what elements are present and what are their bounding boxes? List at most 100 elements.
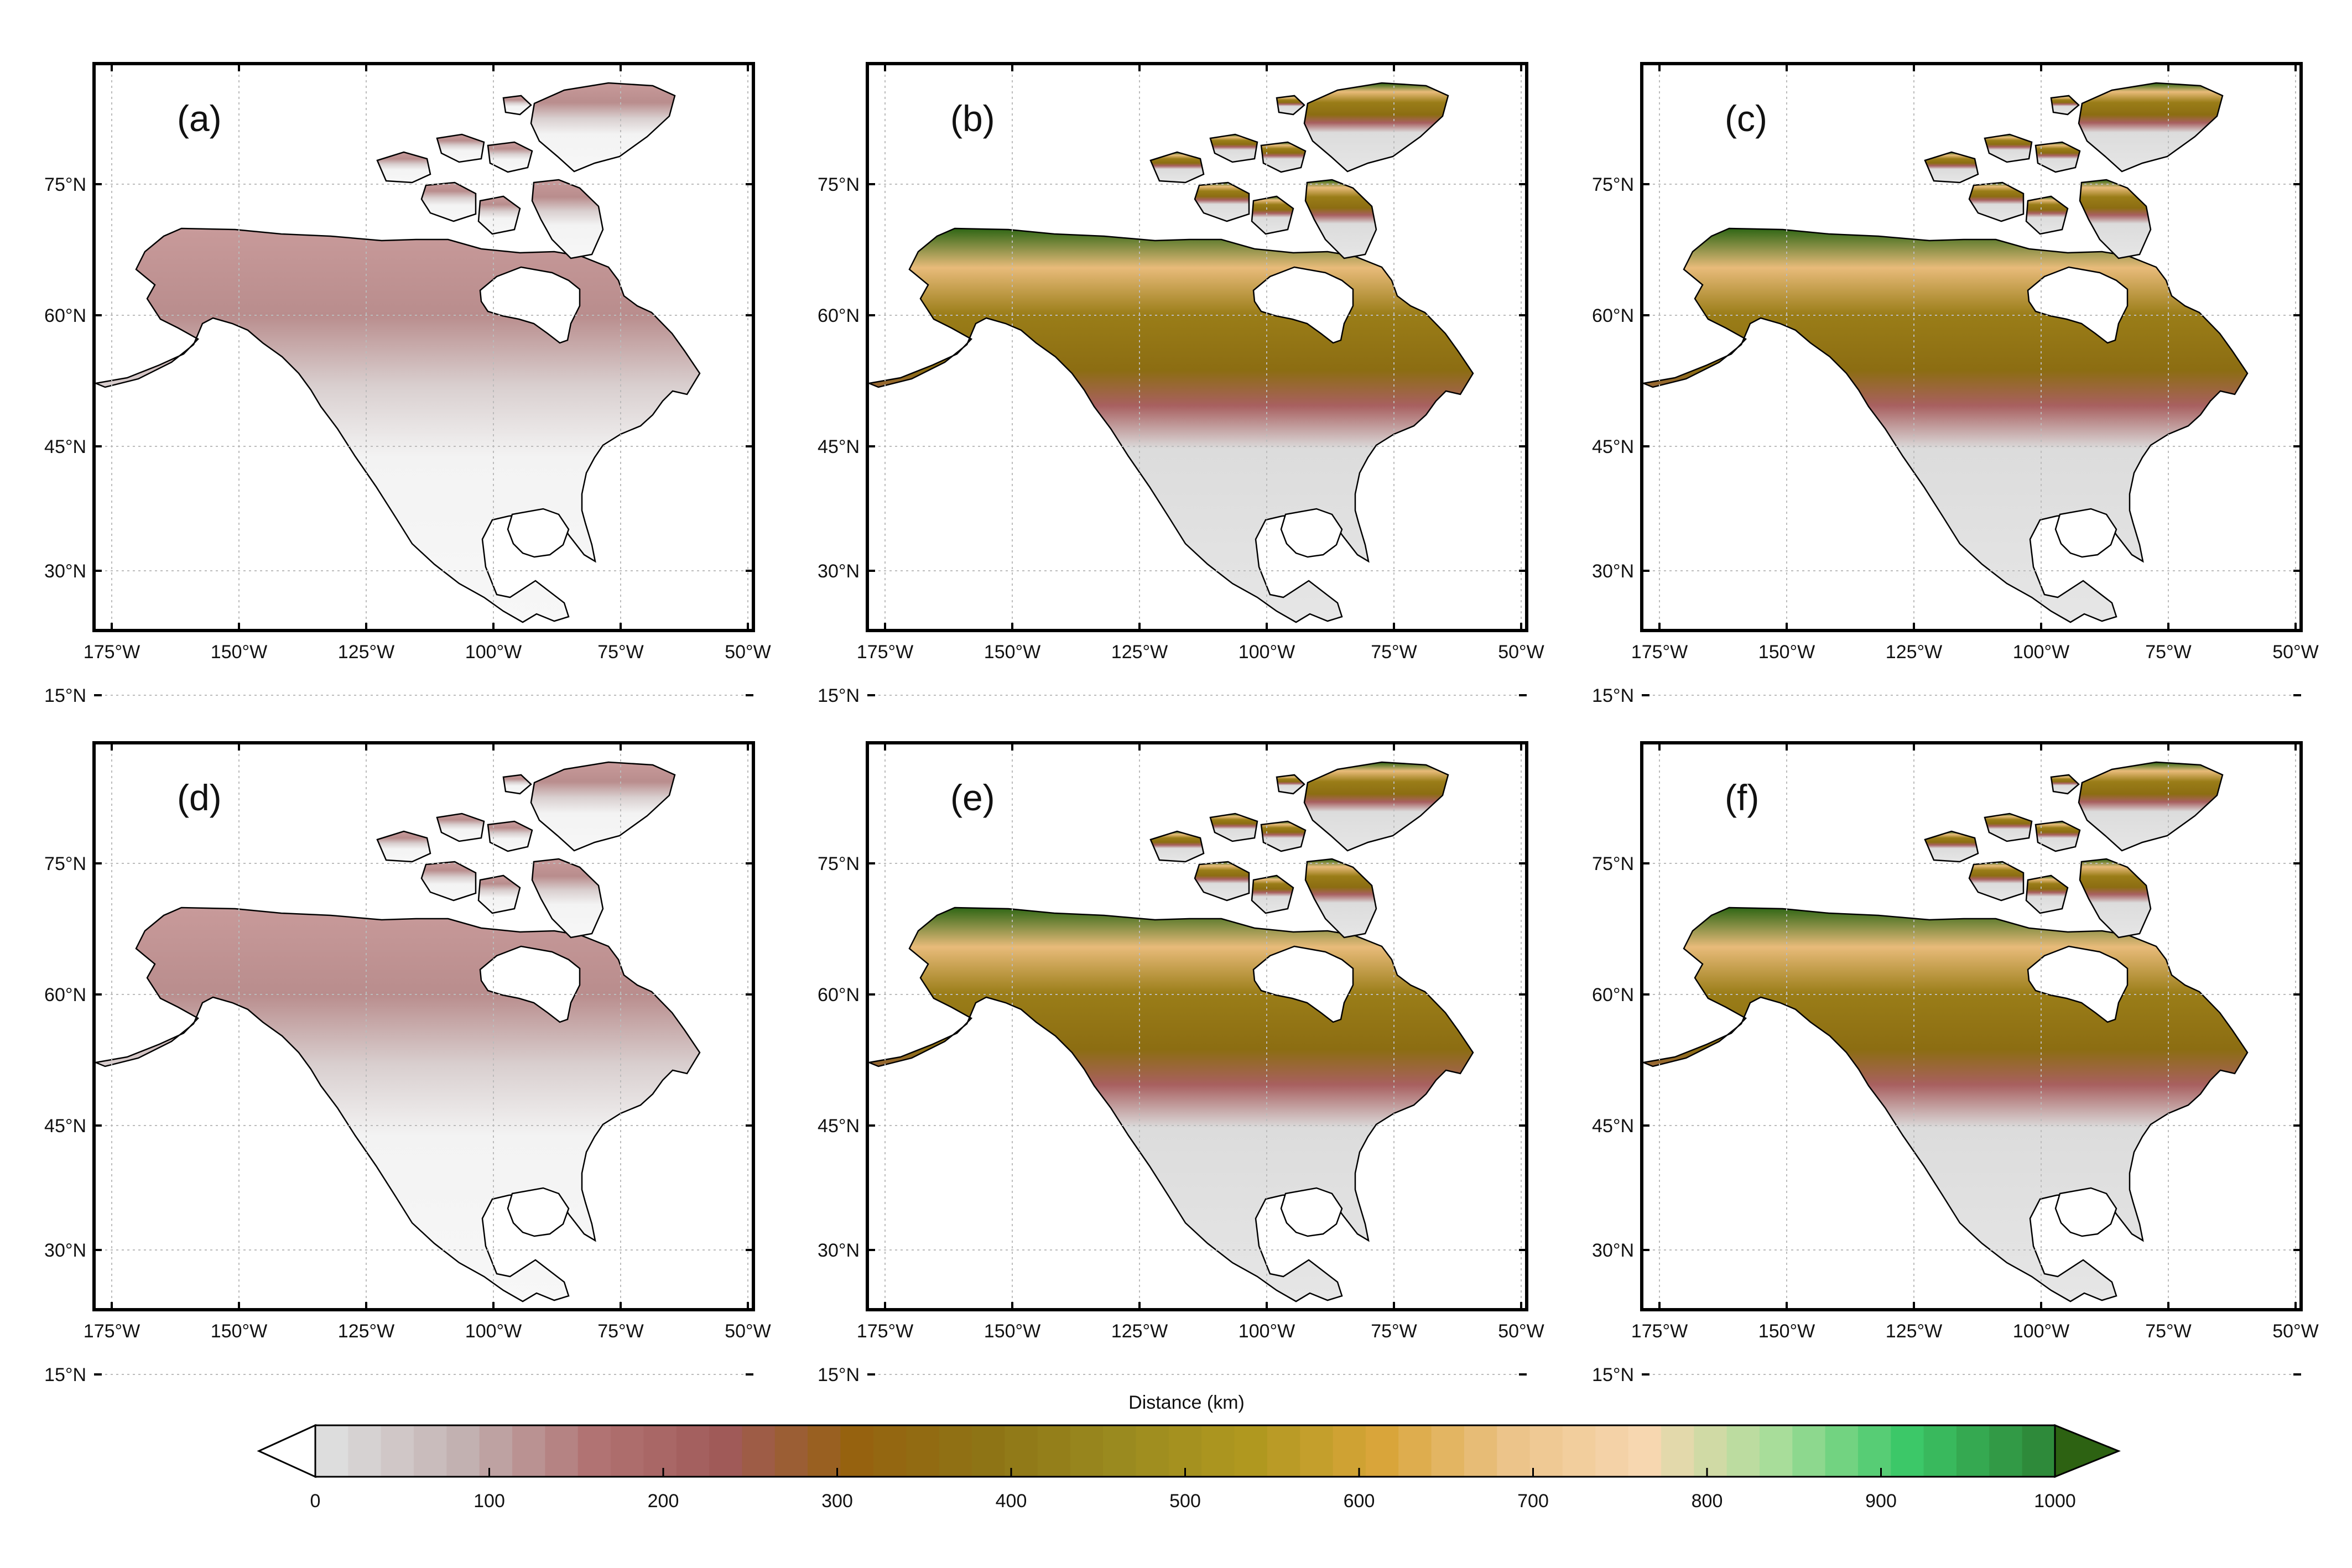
colorbar-bin: [1923, 1425, 1957, 1477]
colorbar-bin: [1070, 1425, 1104, 1477]
lon-tick-label: 50°W: [725, 1321, 771, 1342]
lon-tick-label: 175°W: [857, 1321, 913, 1342]
arctic-island: [1149, 830, 1205, 863]
colorbar-bin: [1333, 1425, 1366, 1477]
lat-tick-label: 30°N: [818, 561, 860, 582]
lon-tick-label: 125°W: [1886, 1321, 1942, 1342]
arctic-island: [531, 179, 604, 259]
lon-tick-label: 75°W: [2145, 1321, 2192, 1342]
colorbar-bin: [1497, 1425, 1531, 1477]
colorbar-extend-min: [257, 1424, 316, 1478]
map-panel: 75°N 60°N 45°N 30°N 15°N 175°W 150°W 125°W 100°W…: [44, 62, 771, 706]
lat-tick-label: 45°N: [818, 1116, 860, 1137]
colorbar-title: Distance (km): [1128, 1392, 1245, 1413]
lon-tick-label: 75°W: [597, 1321, 644, 1342]
lon-tick-label: 50°W: [1498, 642, 1544, 663]
colorbar-bin: [906, 1425, 940, 1477]
colorbar-bin: [1595, 1425, 1629, 1477]
lon-tick-label: 175°W: [857, 642, 913, 663]
lat-tick-label: 45°N: [1592, 436, 1634, 457]
colorbar-bin: [1300, 1425, 1334, 1477]
lat-tick-label: 15°N: [1592, 1364, 1634, 1385]
colorbar-bin: [414, 1425, 447, 1477]
arctic-island: [1251, 195, 1294, 235]
arctic-island: [436, 812, 485, 842]
arctic-island: [530, 761, 676, 852]
lon-tick-label: 100°W: [1239, 642, 1295, 663]
lat-tick-label: 15°N: [1592, 685, 1634, 706]
colorbar-bin: [1956, 1425, 1990, 1477]
lon-tick-label: 75°W: [1371, 1321, 1417, 1342]
lat-tick-label: 30°N: [44, 561, 86, 582]
colorbar-tick-label: 500: [1169, 1491, 1201, 1512]
arctic-island: [1149, 151, 1205, 184]
lon-tick-label: 100°W: [1239, 1321, 1295, 1342]
colorbar-bin: [1891, 1425, 1924, 1477]
panel-label: (d): [177, 777, 222, 818]
landmass: [93, 227, 701, 623]
arctic-island: [2050, 95, 2080, 116]
colorbar-bin: [1103, 1425, 1137, 1477]
colorbar-bin: [315, 1425, 348, 1477]
arctic-island: [376, 151, 431, 184]
lat-tick-label: 75°N: [44, 853, 86, 874]
lat-tick-label: 60°N: [818, 984, 860, 1006]
colorbar-tick-label: 800: [1692, 1491, 1723, 1512]
lon-tick-label: 175°W: [84, 1321, 140, 1342]
lat-tick-label: 75°N: [44, 174, 86, 195]
lon-tick-label: 175°W: [84, 642, 140, 663]
arctic-island: [1276, 95, 1305, 116]
lon-tick-label: 50°W: [1498, 1321, 1544, 1342]
map-panel: 75°N 60°N 45°N 30°N 15°N 175°W 150°W 125°W 100°W…: [44, 741, 771, 1385]
arctic-island: [1968, 861, 2025, 902]
colorbar-tick-label: 300: [821, 1491, 853, 1512]
colorbar-bin: [1365, 1425, 1399, 1477]
colorbar-bin: [676, 1425, 710, 1477]
lat-tick-label: 60°N: [1592, 984, 1634, 1006]
colorbar-bin: [611, 1425, 644, 1477]
panel-label: (b): [950, 98, 995, 139]
map-frame: [866, 62, 1528, 632]
lat-tick-label: 60°N: [1592, 305, 1634, 326]
map-frame: [92, 62, 755, 632]
colorbar-bin: [873, 1425, 907, 1477]
arctic-island: [1924, 830, 1979, 863]
lon-tick-label: 150°W: [211, 1321, 267, 1342]
colorbar-bin: [1825, 1425, 1859, 1477]
arctic-island: [2078, 82, 2224, 173]
colorbar-bin: [1037, 1425, 1071, 1477]
lon-tick-label: 125°W: [1111, 642, 1168, 663]
arctic-island: [487, 820, 533, 852]
lat-tick-label: 30°N: [818, 1240, 860, 1261]
arctic-island: [2034, 141, 2081, 173]
colorbar-tick-label: 900: [1865, 1491, 1897, 1512]
colorbar-bin: [1726, 1425, 1760, 1477]
arctic-island: [530, 82, 676, 173]
colorbar-tick-label: 0: [310, 1491, 321, 1512]
colorbar-bin: [774, 1425, 808, 1477]
lon-tick-label: 100°W: [465, 1321, 522, 1342]
colorbar-bin: [1562, 1425, 1596, 1477]
colorbar-bin: [709, 1425, 743, 1477]
lon-tick-label: 150°W: [211, 642, 267, 663]
arctic-island: [420, 861, 477, 902]
hudson-bay: [1252, 945, 1354, 1023]
lon-tick-label: 75°W: [1371, 642, 1417, 663]
lon-tick-label: 125°W: [1886, 642, 1942, 663]
lon-tick-label: 125°W: [1111, 1321, 1168, 1342]
colorbar-bin: [971, 1425, 1005, 1477]
lon-tick-label: 125°W: [338, 642, 394, 663]
colorbar-bin: [939, 1425, 972, 1477]
panel-label: (f): [1725, 777, 1759, 818]
arctic-island: [1303, 82, 1449, 173]
colorbar-bin: [808, 1425, 841, 1477]
hudson-bay: [479, 266, 581, 344]
lon-tick-label: 100°W: [465, 642, 522, 663]
arctic-island: [1194, 181, 1250, 222]
landmass: [1641, 907, 2249, 1303]
colorbar-bin: [1267, 1425, 1300, 1477]
lat-tick-label: 45°N: [818, 436, 860, 457]
colorbar-tick-label: 1000: [2034, 1491, 2076, 1512]
arctic-island: [2025, 195, 2069, 235]
